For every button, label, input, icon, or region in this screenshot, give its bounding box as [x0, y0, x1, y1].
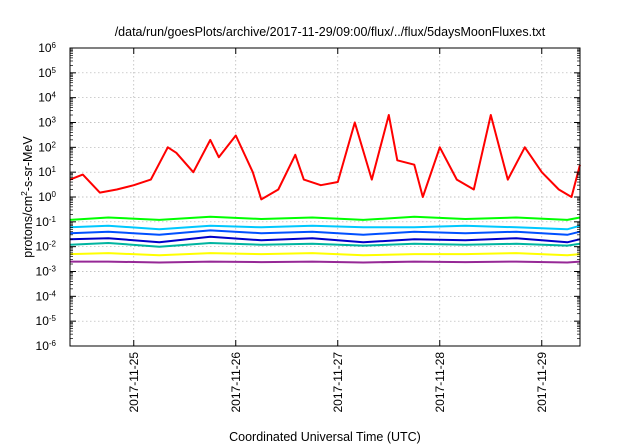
series-lines [69, 114, 581, 264]
series-line [69, 235, 581, 244]
x-tick-label: 2017-11-29 [535, 352, 549, 413]
x-axis-label: Coordinated Universal Time (UTC) [229, 430, 421, 444]
series-line [69, 215, 581, 221]
y-tick-label: 10-6 [36, 339, 57, 354]
x-tick-labels: 2017-11-25 2017-11-26 2017-11-27 2017-11-28… [127, 352, 549, 413]
series-line [69, 224, 581, 231]
y-tick-label: 106 [38, 41, 56, 56]
y-tick-labels: 10-6 10-5 10-4 10-3 10-2 10-1 100 101 102 103 104 1… [36, 41, 57, 354]
y-tick-label: 10-4 [36, 289, 57, 304]
y-tick-label: 10-5 [36, 314, 57, 329]
chart-title: /data/run/goesPlots/archive/2017-11-29/0… [115, 25, 546, 39]
y-tick-label: 102 [38, 140, 56, 155]
y-tick-label: 101 [38, 165, 56, 180]
y-tick-label: 10-2 [36, 239, 57, 254]
y-tick-label: 105 [38, 65, 56, 80]
y-tick-label: 103 [38, 115, 56, 130]
x-tick-label: 2017-11-26 [229, 352, 243, 413]
y-axis-label: protons/cm2-s-sr-MeV [19, 136, 35, 258]
series-line [69, 229, 581, 236]
x-tick-label: 2017-11-27 [331, 352, 345, 413]
series-line [69, 114, 581, 201]
y-tick-label: 10-1 [36, 214, 57, 229]
x-tick-label: 2017-11-28 [433, 352, 447, 413]
y-tick-label: 104 [38, 90, 56, 105]
x-tick-label: 2017-11-25 [127, 352, 141, 413]
grid [70, 48, 580, 346]
y-tick-label: 10-3 [36, 264, 57, 279]
y-tick-label: 100 [38, 190, 56, 205]
series-line [69, 242, 581, 248]
series-line [70, 260, 581, 264]
series-line [69, 252, 581, 257]
axis-ticks [70, 47, 580, 347]
